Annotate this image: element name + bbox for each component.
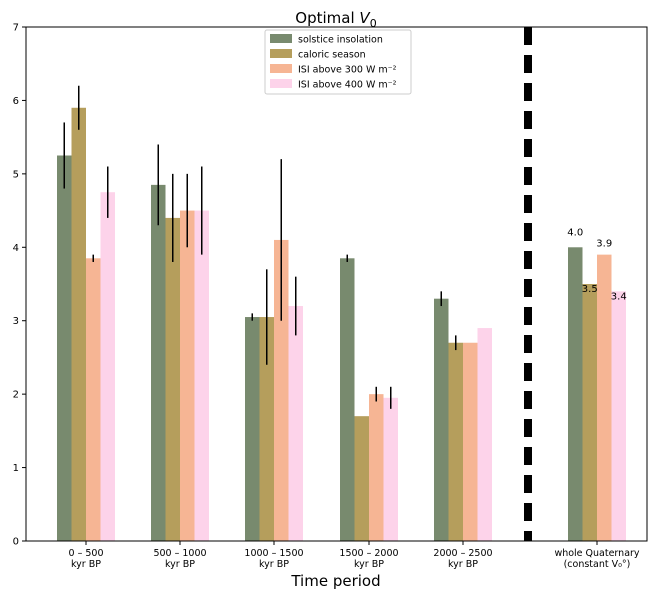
legend-label: ISI above 400 W m⁻² <box>298 80 397 91</box>
x-tick-label: kyr BP <box>354 559 384 570</box>
bar <box>477 328 492 541</box>
x-tick-label: whole Quaternary <box>554 548 639 559</box>
legend-swatch <box>270 34 292 43</box>
x-axis-label: Time period <box>290 572 380 590</box>
bar <box>245 317 260 541</box>
bar <box>71 107 86 542</box>
x-tick-label: kyr BP <box>259 559 289 570</box>
bar <box>100 192 115 541</box>
x-tick-label: 1000 – 1500 <box>244 548 303 559</box>
bar <box>354 416 369 541</box>
x-tick-label: 2000 – 2500 <box>433 548 492 559</box>
y-tick-label: 6 <box>13 96 19 107</box>
bar <box>194 210 209 542</box>
bar <box>288 306 303 541</box>
bar <box>383 397 398 541</box>
legend: solstice insolation caloric season ISI abo… <box>264 29 412 95</box>
plot-area: 4.0 3.5 3.9 3.4 <box>57 27 627 542</box>
chart-title: Optimal V0 <box>295 9 376 30</box>
y-tick-label: 5 <box>13 169 19 180</box>
y-tick-label: 1 <box>13 463 19 474</box>
y-tick-label: 4 <box>13 243 19 254</box>
y-tick-label: 2 <box>13 390 19 401</box>
y-tick-label: 7 <box>13 23 19 34</box>
x-tick-label: 1500 – 2000 <box>339 548 398 559</box>
x-tick-label: kyr BP <box>448 559 478 570</box>
legend-swatch <box>270 64 292 73</box>
legend-label: ISI above 300 W m⁻² <box>298 65 397 76</box>
bar <box>582 284 597 541</box>
bar <box>259 317 274 541</box>
x-tick-label: kyr BP <box>71 559 101 570</box>
y-tick-label: 3 <box>13 316 19 327</box>
data-label: 3.4 <box>611 291 627 302</box>
x-tick-label: 0 – 500 <box>69 548 104 559</box>
bar <box>180 210 195 542</box>
bar <box>434 298 449 541</box>
bar <box>274 239 289 541</box>
y-tick-label: 0 <box>13 537 19 548</box>
x-tick-label: kyr BP <box>165 559 195 570</box>
bar <box>568 247 583 542</box>
data-label: 4.0 <box>567 227 583 238</box>
data-label: 3.9 <box>596 239 612 250</box>
x-tick-label: 500 – 1000 <box>153 548 206 559</box>
bar <box>340 258 355 541</box>
bar <box>369 394 384 541</box>
bar <box>151 184 166 541</box>
legend-label: caloric season <box>298 50 366 61</box>
bar <box>86 258 101 541</box>
bar <box>165 217 180 541</box>
x-tick-label: (constant V₀°) <box>564 559 631 570</box>
bar <box>597 254 612 541</box>
bar <box>448 342 463 541</box>
legend-label: solstice insolation <box>298 35 383 46</box>
bar <box>611 291 626 541</box>
bar <box>463 342 478 541</box>
bar <box>57 155 72 541</box>
legend-swatch <box>270 79 292 88</box>
legend-swatch <box>270 49 292 58</box>
data-label: 3.5 <box>582 284 598 295</box>
legend-box <box>264 29 412 95</box>
axes-frame <box>25 26 648 542</box>
